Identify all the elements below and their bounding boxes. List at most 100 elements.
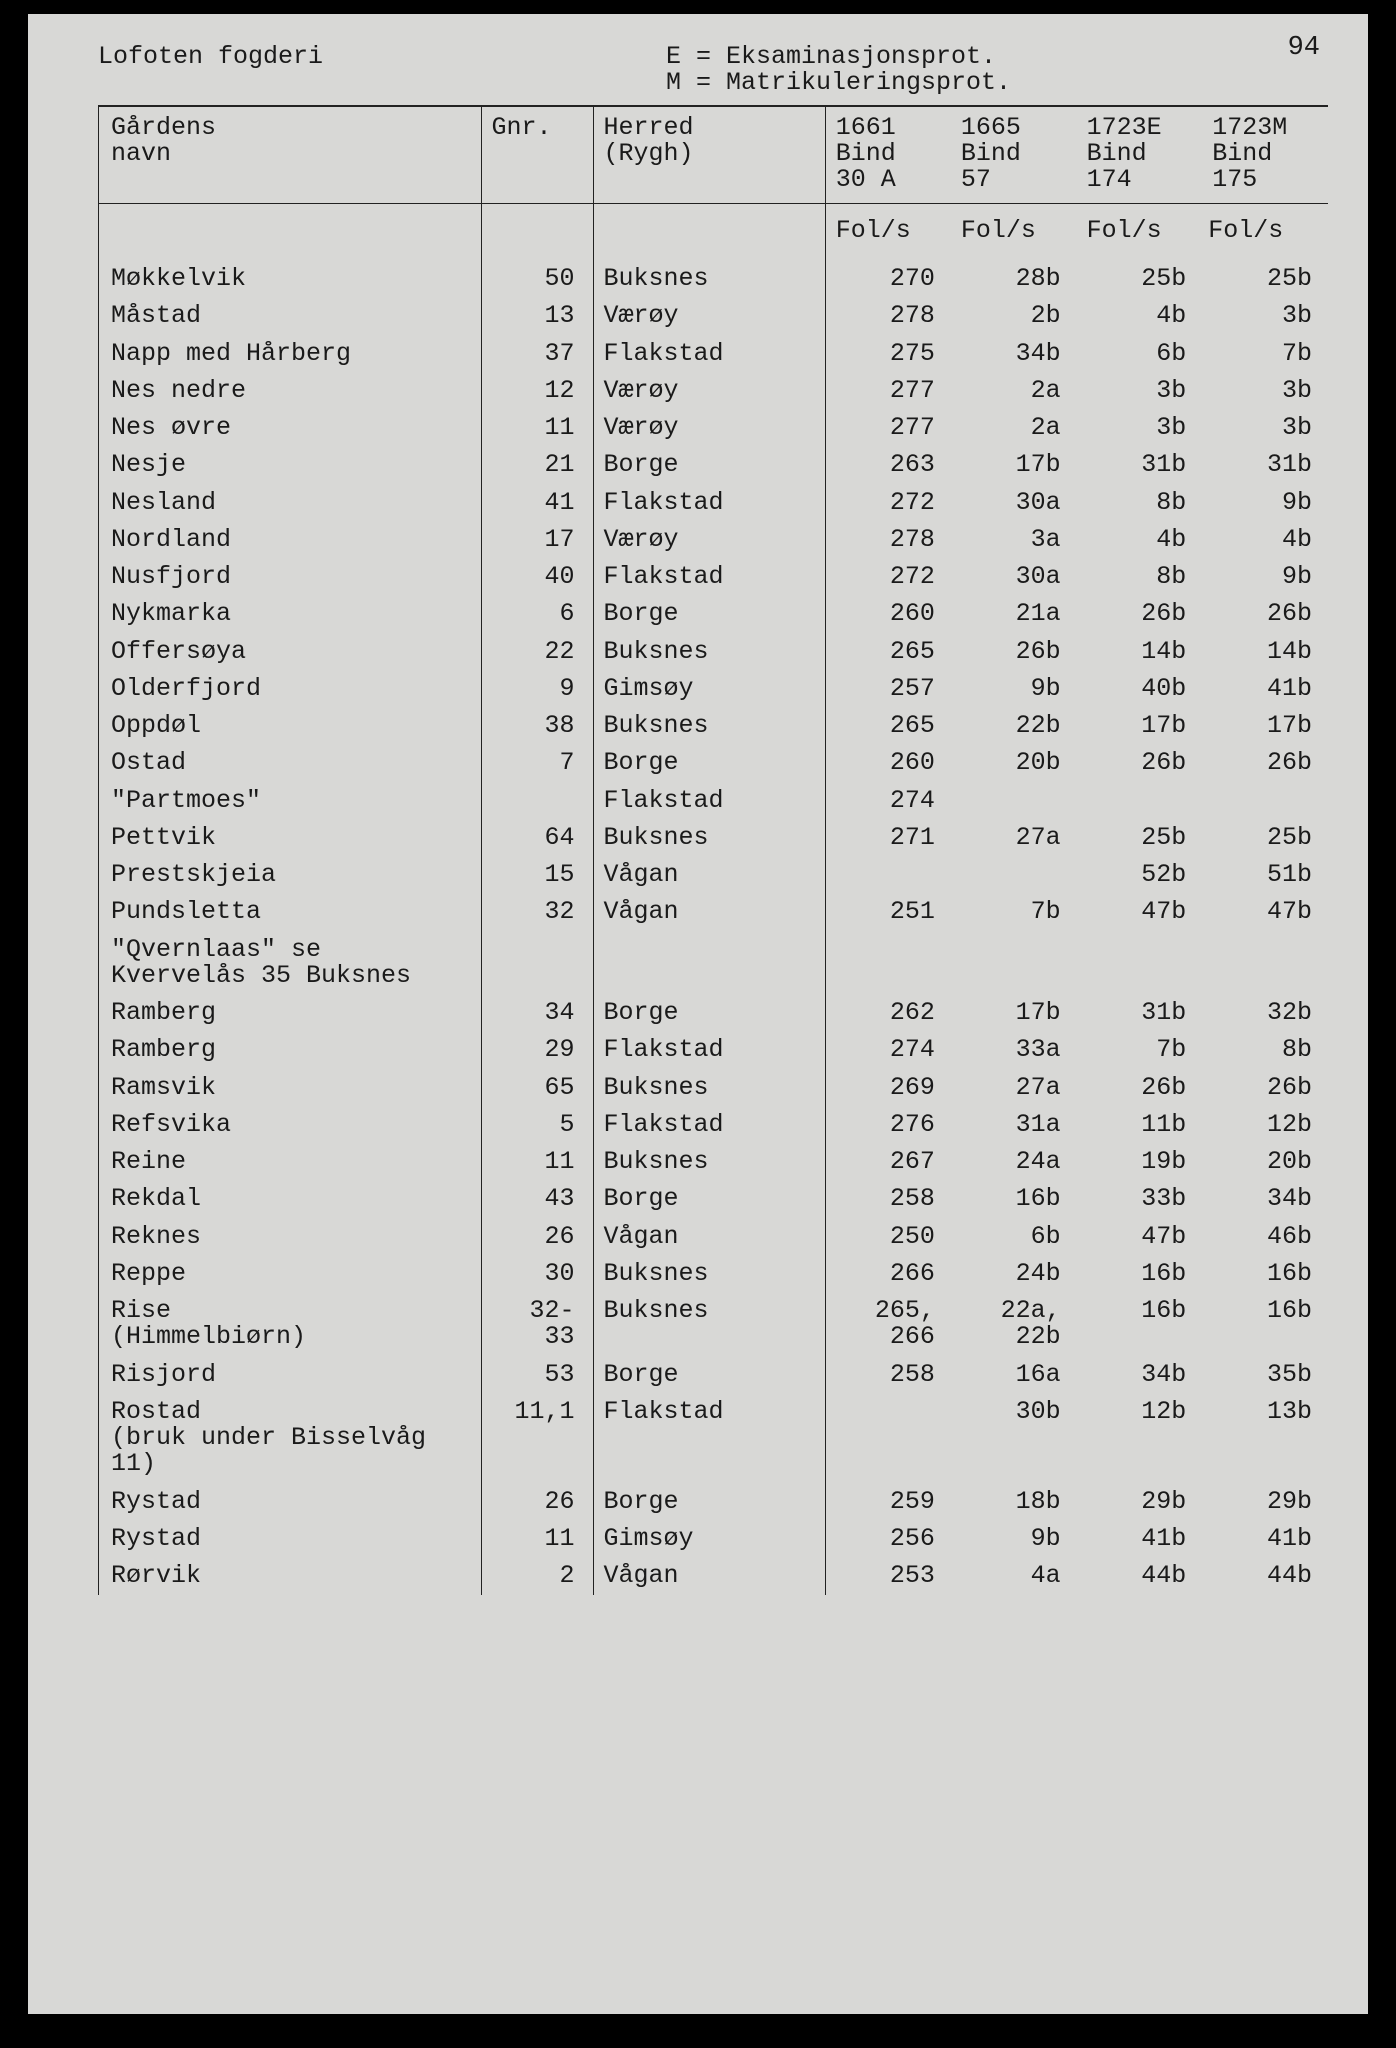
table-cell: 29b	[1202, 1483, 1328, 1520]
table-row: Nordland17Værøy2783a4b4b	[99, 521, 1329, 558]
table-cell: Borge	[593, 596, 825, 633]
table-cell: 6b	[1077, 335, 1203, 372]
fols-row: Fol/s Fol/s Fol/s Fol/s	[99, 204, 1329, 261]
table-cell: 11	[481, 410, 593, 447]
table-cell: 256	[825, 1520, 951, 1557]
legend-block: E = Eksaminasjonsprot. M = Matrikulering…	[618, 44, 1328, 97]
table-cell: 34b	[1077, 1356, 1203, 1393]
table-cell: Borge	[593, 1181, 825, 1218]
table-cell	[1077, 931, 1203, 995]
table-row: Pettvik64Buksnes27127a25b25b	[99, 819, 1329, 856]
table-cell: 26b	[951, 633, 1077, 670]
table-cell: 25b	[1077, 819, 1203, 856]
table-cell: 278	[825, 298, 951, 335]
table-cell: 3a	[951, 521, 1077, 558]
table-cell: 8b	[1077, 559, 1203, 596]
table-cell	[1202, 931, 1328, 995]
table-cell: 8b	[1077, 484, 1203, 521]
table-cell: Borge	[593, 447, 825, 484]
table-cell: Gimsøy	[593, 670, 825, 707]
legend-e: E = Eksaminasjonsprot.	[666, 44, 1328, 70]
page-header: Lofoten fogderi E = Eksaminasjonsprot. M…	[98, 44, 1328, 97]
table-cell: 12b	[1202, 1106, 1328, 1143]
table-cell: 16b	[1202, 1255, 1328, 1292]
table-cell: 270	[825, 261, 951, 298]
table-row: Nykmarka6Borge26021a26b26b	[99, 596, 1329, 633]
col-1661-header: 1661 Bind	[825, 106, 951, 168]
table-cell: 26b	[1202, 745, 1328, 782]
table-cell: Buksnes	[593, 819, 825, 856]
table-cell: Reknes	[99, 1218, 482, 1255]
table-cell: 4b	[1077, 521, 1203, 558]
table-cell: Borge	[593, 1356, 825, 1393]
table-cell: 64	[481, 819, 593, 856]
table-row: Reppe30Buksnes26624b16b16b	[99, 1255, 1329, 1292]
table-cell: 4b	[1202, 521, 1328, 558]
table-cell: 257	[825, 670, 951, 707]
table-cell: 2a	[951, 372, 1077, 409]
table-row: Nesje21Borge26317b31b31b	[99, 447, 1329, 484]
table-cell	[1077, 782, 1203, 819]
table-cell	[593, 931, 825, 995]
table-cell: Buksnes	[593, 1255, 825, 1292]
table-cell: 43	[481, 1181, 593, 1218]
table-cell: 259	[825, 1483, 951, 1520]
table-cell: 7b	[951, 894, 1077, 931]
table-cell: Pundsletta	[99, 894, 482, 931]
table-cell: Rostad (bruk under Bisselvåg 11)	[99, 1393, 482, 1483]
table-cell: Værøy	[593, 521, 825, 558]
table-cell: 13	[481, 298, 593, 335]
legend-m: M = Matrikuleringsprot.	[666, 70, 1328, 96]
table-cell: Vågan	[593, 894, 825, 931]
table-cell: 26b	[1077, 745, 1203, 782]
table-cell: Prestskjeia	[99, 857, 482, 894]
table-cell: 29b	[1077, 1483, 1203, 1520]
table-cell: 22b	[951, 708, 1077, 745]
col-name-header: Gårdens navn	[99, 106, 482, 168]
table-cell: 253	[825, 1558, 951, 1595]
table-cell: Værøy	[593, 410, 825, 447]
table-cell: 27a	[951, 819, 1077, 856]
table-cell	[825, 857, 951, 894]
table-cell: 12	[481, 372, 593, 409]
table-cell: Buksnes	[593, 708, 825, 745]
bind-header: 175	[1202, 167, 1328, 204]
table-row: Olderfjord9Gimsøy2579b40b41b	[99, 670, 1329, 707]
table-cell: Nesje	[99, 447, 482, 484]
table-cell: 26b	[1077, 596, 1203, 633]
table-row: Nesland41Flakstad27230a8b9b	[99, 484, 1329, 521]
table-cell: 251	[825, 894, 951, 931]
table-cell: Møkkelvik	[99, 261, 482, 298]
table-cell: 3b	[1077, 410, 1203, 447]
table-row: Møkkelvik50Buksnes27028b25b25b	[99, 261, 1329, 298]
table-head: Gårdens navn Gnr. Herred (Rygh) 1661 Bin…	[99, 106, 1329, 204]
table-cell: Flakstad	[593, 335, 825, 372]
table-cell: 22a, 22b	[951, 1293, 1077, 1357]
table-cell: 16b	[1077, 1293, 1203, 1357]
table-cell: 41b	[1077, 1520, 1203, 1557]
table-cell: Refsvika	[99, 1106, 482, 1143]
table-cell: 12b	[1077, 1393, 1203, 1483]
table-cell: Ramberg	[99, 995, 482, 1032]
bind-header: 30 A	[825, 167, 951, 204]
table-row: Rystad26Borge25918b29b29b	[99, 1483, 1329, 1520]
table-cell: 13b	[1202, 1393, 1328, 1483]
table-cell: 37	[481, 335, 593, 372]
table-cell: 33a	[951, 1032, 1077, 1069]
table-cell: 11,1	[481, 1393, 593, 1483]
table-cell: 258	[825, 1356, 951, 1393]
table-cell: Rørvik	[99, 1558, 482, 1595]
col-herred-header: Herred (Rygh)	[593, 106, 825, 168]
table-row: Reine11Buksnes26724a19b20b	[99, 1144, 1329, 1181]
table-cell: 16b	[951, 1181, 1077, 1218]
table-cell: 2a	[951, 410, 1077, 447]
table-cell: 7b	[1077, 1032, 1203, 1069]
table-cell: 3b	[1077, 372, 1203, 409]
table-cell: Flakstad	[593, 1393, 825, 1483]
table-cell: Værøy	[593, 298, 825, 335]
table-cell: Napp med Hårberg	[99, 335, 482, 372]
table-cell: 26	[481, 1218, 593, 1255]
table-cell: 26b	[1202, 1069, 1328, 1106]
table-cell: Ostad	[99, 745, 482, 782]
table-cell: Buksnes	[593, 1293, 825, 1357]
